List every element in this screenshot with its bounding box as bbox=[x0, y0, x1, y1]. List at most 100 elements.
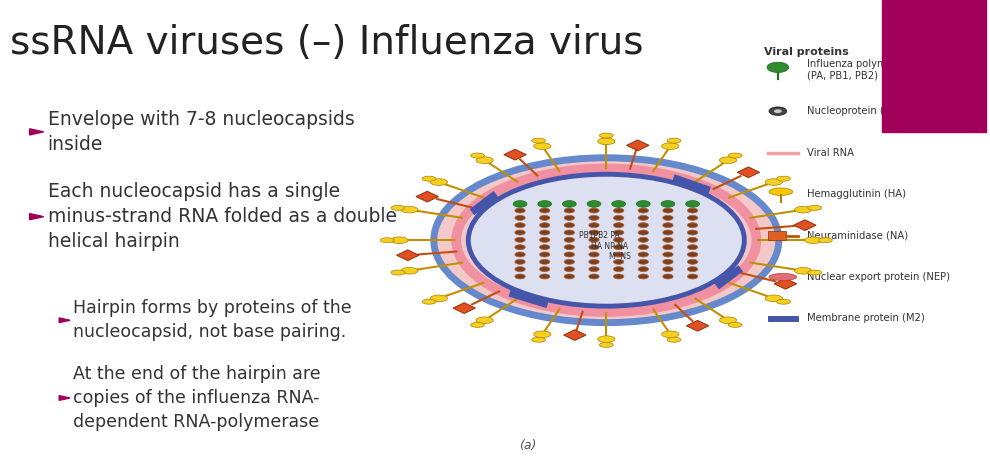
Circle shape bbox=[587, 201, 601, 207]
Ellipse shape bbox=[534, 143, 551, 149]
Circle shape bbox=[515, 215, 526, 220]
Circle shape bbox=[662, 260, 673, 264]
Ellipse shape bbox=[667, 138, 681, 143]
Ellipse shape bbox=[598, 138, 615, 145]
Ellipse shape bbox=[729, 153, 742, 158]
Circle shape bbox=[687, 237, 698, 242]
Polygon shape bbox=[504, 149, 527, 160]
Circle shape bbox=[515, 267, 526, 272]
Circle shape bbox=[767, 62, 789, 73]
Circle shape bbox=[589, 230, 599, 235]
Ellipse shape bbox=[667, 337, 681, 342]
Ellipse shape bbox=[470, 323, 484, 327]
Circle shape bbox=[639, 230, 648, 235]
Circle shape bbox=[540, 245, 549, 250]
Ellipse shape bbox=[431, 295, 447, 301]
Polygon shape bbox=[686, 320, 709, 331]
Ellipse shape bbox=[795, 268, 812, 274]
Circle shape bbox=[614, 223, 624, 227]
Ellipse shape bbox=[476, 157, 493, 163]
Circle shape bbox=[687, 252, 698, 257]
Circle shape bbox=[589, 267, 599, 272]
Ellipse shape bbox=[808, 205, 822, 211]
Circle shape bbox=[614, 237, 624, 242]
Ellipse shape bbox=[431, 179, 447, 186]
Circle shape bbox=[614, 215, 624, 220]
Circle shape bbox=[662, 237, 673, 242]
Circle shape bbox=[687, 274, 698, 279]
Circle shape bbox=[538, 201, 551, 207]
Text: Membrane protein (M2): Membrane protein (M2) bbox=[808, 313, 926, 324]
Polygon shape bbox=[627, 140, 649, 151]
Circle shape bbox=[515, 245, 526, 250]
Text: At the end of the hairpin are
copies of the influenza RNA-
dependent RNA-polymer: At the end of the hairpin are copies of … bbox=[73, 365, 321, 430]
Circle shape bbox=[540, 267, 549, 272]
Ellipse shape bbox=[532, 337, 545, 342]
Bar bbox=[882, 0, 986, 132]
Ellipse shape bbox=[769, 273, 797, 281]
Circle shape bbox=[589, 237, 599, 242]
Circle shape bbox=[589, 274, 599, 279]
Circle shape bbox=[687, 208, 698, 213]
Text: (a): (a) bbox=[519, 439, 537, 452]
Circle shape bbox=[687, 245, 698, 250]
Ellipse shape bbox=[599, 133, 613, 138]
Circle shape bbox=[639, 267, 648, 272]
Ellipse shape bbox=[391, 205, 405, 211]
Circle shape bbox=[540, 260, 549, 264]
Circle shape bbox=[639, 223, 648, 227]
Circle shape bbox=[564, 208, 574, 213]
Ellipse shape bbox=[476, 317, 493, 324]
Polygon shape bbox=[774, 278, 797, 289]
Ellipse shape bbox=[422, 176, 436, 181]
Circle shape bbox=[540, 230, 549, 235]
Circle shape bbox=[515, 230, 526, 235]
Circle shape bbox=[564, 267, 574, 272]
Circle shape bbox=[515, 237, 526, 242]
Ellipse shape bbox=[765, 295, 782, 301]
Circle shape bbox=[562, 201, 576, 207]
Circle shape bbox=[639, 208, 648, 213]
Circle shape bbox=[564, 215, 574, 220]
Circle shape bbox=[540, 237, 549, 242]
Circle shape bbox=[662, 215, 673, 220]
Circle shape bbox=[564, 252, 574, 257]
Circle shape bbox=[687, 267, 698, 272]
Polygon shape bbox=[738, 167, 759, 178]
Circle shape bbox=[639, 237, 648, 242]
Text: Hairpin forms by proteins of the
nucleocapsid, not base pairing.: Hairpin forms by proteins of the nucleoc… bbox=[73, 300, 351, 341]
Circle shape bbox=[540, 215, 549, 220]
Ellipse shape bbox=[720, 157, 737, 163]
Circle shape bbox=[662, 267, 673, 272]
Ellipse shape bbox=[795, 206, 812, 213]
Ellipse shape bbox=[729, 323, 742, 327]
Circle shape bbox=[687, 215, 698, 220]
Text: Nucleoprotein (NP): Nucleoprotein (NP) bbox=[808, 106, 902, 116]
Circle shape bbox=[614, 260, 624, 264]
Polygon shape bbox=[30, 214, 44, 219]
Circle shape bbox=[662, 208, 673, 213]
Circle shape bbox=[540, 274, 549, 279]
Ellipse shape bbox=[661, 331, 679, 338]
Circle shape bbox=[662, 223, 673, 227]
Circle shape bbox=[662, 274, 673, 279]
Circle shape bbox=[515, 274, 526, 279]
Circle shape bbox=[589, 260, 599, 264]
Ellipse shape bbox=[720, 317, 737, 324]
Ellipse shape bbox=[598, 336, 615, 342]
Ellipse shape bbox=[777, 299, 790, 304]
Polygon shape bbox=[59, 318, 70, 323]
Text: PB1PB2 PA: PB1PB2 PA bbox=[579, 231, 620, 240]
Circle shape bbox=[515, 260, 526, 264]
Text: Hemagglutinin (HA): Hemagglutinin (HA) bbox=[808, 189, 907, 199]
Circle shape bbox=[564, 274, 574, 279]
Ellipse shape bbox=[470, 153, 484, 158]
Circle shape bbox=[686, 201, 700, 207]
Circle shape bbox=[662, 230, 673, 235]
Polygon shape bbox=[30, 129, 44, 135]
Circle shape bbox=[687, 230, 698, 235]
Circle shape bbox=[614, 274, 624, 279]
Circle shape bbox=[468, 174, 744, 306]
Text: Envelope with 7-8 nucleocapsids
inside: Envelope with 7-8 nucleocapsids inside bbox=[48, 110, 354, 154]
Ellipse shape bbox=[534, 331, 551, 338]
